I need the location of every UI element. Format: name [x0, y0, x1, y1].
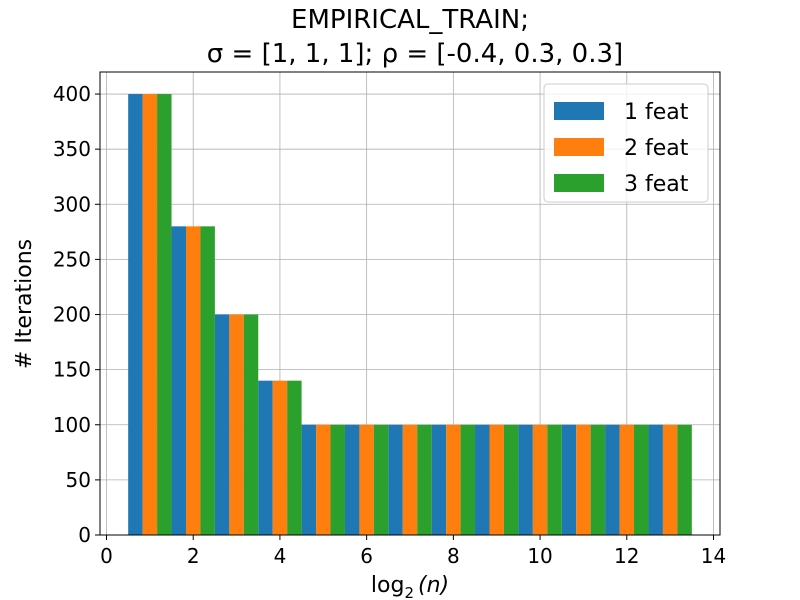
legend-label: 2 feat [624, 136, 689, 161]
bar-3-feat-x12 [634, 424, 649, 535]
x-tick-label: 4 [274, 544, 287, 568]
x-axis-label-base: log [371, 573, 405, 598]
bar-1-feat-x12 [605, 424, 620, 535]
ticks: 0 2 4 6 8 10 12 14 0 50 100 150 200 250 300 350 400 [53, 82, 726, 568]
y-tick-label: 200 [53, 303, 91, 327]
bar-3-feat-x1 [157, 94, 172, 536]
bar-2-feat-x2 [185, 226, 201, 536]
x-tick-label: 8 [447, 544, 460, 568]
bar-2-feat-x11 [576, 424, 591, 535]
legend-swatch [554, 102, 604, 120]
bar-2-feat-x8 [446, 424, 461, 535]
bar-3-feat-x13 [677, 424, 692, 535]
chart-title-line-1: EMPIRICAL_TRAIN; [291, 5, 529, 35]
y-axis-label: # Iterations [12, 239, 37, 369]
x-tick-label: 10 [527, 544, 552, 568]
bar-1-feat-x5 [301, 424, 317, 535]
legend-label: 3 feat [624, 172, 689, 197]
bar-3-feat-x7 [417, 424, 432, 535]
bar-3-feat-x9 [503, 424, 519, 535]
bar-3-feat-x6 [373, 424, 389, 535]
bar-1-feat-x13 [648, 424, 663, 535]
bar-1-feat-x1 [128, 94, 143, 536]
bar-1-feat-x10 [518, 424, 533, 535]
y-tick-label: 300 [53, 192, 91, 216]
x-tick-label: 14 [701, 544, 726, 568]
bar-1-feat-x4 [258, 380, 273, 535]
x-tick-label: 12 [614, 544, 639, 568]
bar-1-feat-x7 [388, 424, 403, 535]
bar-1-feat-x3 [214, 314, 230, 535]
bar-2-feat-x4 [272, 380, 288, 535]
x-axis-label-argument: (n) [418, 573, 449, 598]
y-tick-label: 0 [78, 523, 91, 547]
x-axis-label-subscript: 2 [404, 584, 414, 600]
chart-title-line-2: σ = [1, 1, 1]; ρ = [-0.4, 0.3, 0.3] [207, 39, 623, 69]
bar-2-feat-x5 [316, 424, 331, 535]
bar-1-feat-x11 [561, 424, 577, 535]
axes-frame [99, 71, 721, 536]
bars [128, 94, 692, 536]
bar-2-feat-x6 [359, 424, 374, 535]
bar-3-feat-x8 [460, 424, 476, 535]
bar-2-feat-x10 [532, 424, 548, 535]
x-tick-label: 0 [100, 544, 113, 568]
bar-1-feat-x9 [475, 424, 490, 535]
bar-3-feat-x2 [200, 226, 215, 536]
bar-3-feat-x4 [287, 380, 302, 535]
y-tick-label: 350 [53, 137, 91, 161]
bar-2-feat-x13 [662, 424, 678, 535]
x-tick-label: 6 [360, 544, 373, 568]
y-tick-label: 400 [53, 82, 91, 106]
x-axis-label: log2 (n) [371, 573, 449, 600]
legend: 1 feat 2 feat 3 feat [543, 83, 709, 203]
legend-swatch [554, 174, 604, 192]
bar-1-feat-x6 [344, 424, 360, 535]
bar-2-feat-x12 [619, 424, 635, 535]
y-tick-label: 50 [66, 468, 91, 492]
bar-3-feat-x10 [547, 424, 562, 535]
legend-label: 1 feat [624, 100, 689, 125]
bar-1-feat-x2 [171, 226, 186, 536]
plot-area: 0 2 4 6 8 10 12 14 0 50 100 150 200 250 300 350 400 [53, 71, 726, 568]
bar-2-feat-x9 [489, 424, 504, 535]
bar-2-feat-x7 [402, 424, 418, 535]
y-tick-label: 150 [53, 358, 91, 382]
bar-1-feat-x8 [431, 424, 447, 535]
bar-2-feat-x3 [229, 314, 244, 535]
bar-3-feat-x3 [243, 314, 259, 535]
y-tick-label: 250 [53, 247, 91, 271]
bar-3-feat-x5 [330, 424, 345, 535]
legend-swatch [554, 138, 604, 156]
bar-3-feat-x11 [590, 424, 606, 535]
y-tick-label: 100 [53, 413, 91, 437]
x-tick-label: 2 [187, 544, 200, 568]
bar-2-feat-x1 [142, 94, 158, 536]
